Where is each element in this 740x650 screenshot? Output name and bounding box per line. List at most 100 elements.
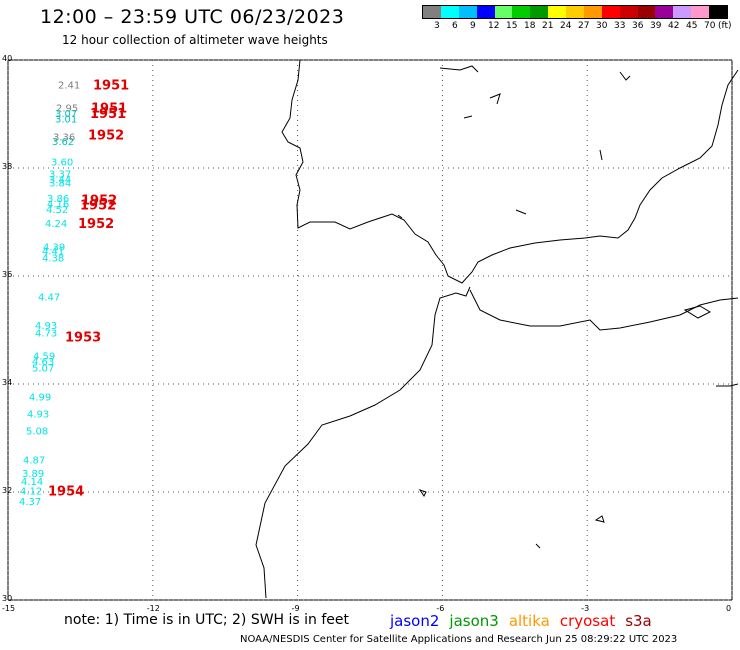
legend-label: 45 (686, 21, 698, 31)
swh-value: 3.07 (55, 109, 77, 120)
swh-value: 4.38 (42, 254, 64, 265)
swh-value: 4.63 (32, 357, 54, 368)
swh-value: 3.37 (49, 169, 71, 180)
satellite-altika: altika (508, 612, 550, 630)
legend-swatch (566, 6, 584, 18)
legend-swatch (548, 6, 566, 18)
longitude-label: -9 (292, 604, 300, 613)
legend-label: 36 (632, 21, 644, 31)
island-a (489, 93, 501, 105)
pass-time: 1951 (93, 78, 129, 93)
swh-value: 3.86 (47, 194, 69, 205)
map-grid (7, 59, 733, 601)
island-i (594, 515, 605, 523)
legend-swatch (637, 6, 656, 18)
latitude-label: 32 (2, 486, 12, 495)
legend-label: 6 (452, 21, 458, 31)
swh-value: 3.84 (49, 179, 71, 190)
island-d (619, 71, 631, 81)
legend-label: (ft) (718, 21, 732, 31)
swh-value: 5.07 (32, 363, 54, 374)
swh-value: 4.59 (33, 351, 55, 362)
island-k (418, 489, 427, 497)
legend-label: 9 (470, 21, 476, 31)
longitude-label: -3 (581, 604, 589, 613)
swh-value: 5.08 (26, 426, 48, 437)
pass-time: 1954 (48, 484, 84, 499)
legend-swatch (476, 6, 495, 18)
island-h (716, 383, 739, 387)
satellite-jason3: jason3 (449, 612, 499, 630)
pass-time: 1951 (91, 102, 127, 117)
legend-label: 18 (524, 21, 536, 31)
latitude-label: 36 (2, 270, 12, 279)
swh-value: 4.16 (47, 200, 69, 211)
swh-value: 4.93 (35, 321, 57, 332)
legend-label: 39 (650, 21, 662, 31)
island-g (397, 214, 403, 219)
mediterranean-africa-coastline (469, 289, 739, 331)
latitude-label: 34 (2, 378, 12, 387)
swh-value: 3.60 (51, 158, 73, 169)
footer-credit: NOAA/NESDIS Center for Satellite Applica… (240, 634, 678, 645)
swh-value: 2.95 (56, 104, 78, 115)
wave-height-color-legend (422, 5, 728, 19)
map-subtitle: 12 hour collection of altimeter wave hei… (62, 33, 328, 47)
satellite-key: jason2 jason3 altika cryosat s3a (390, 612, 662, 630)
legend-label: 12 (488, 21, 500, 31)
legend-swatch (601, 6, 620, 18)
balearic-island (683, 305, 712, 319)
pass-time: 1952 (78, 217, 114, 232)
swh-value: 4.99 (29, 392, 51, 403)
swh-value: 4.93 (27, 410, 49, 421)
swh-value: 4.41 (42, 247, 64, 258)
africa-north-coastline (255, 286, 471, 599)
legend-label: 27 (578, 21, 590, 31)
latitude-labels: 40 38 36 34 32 30 (2, 54, 12, 603)
coastline (255, 59, 739, 599)
pass-time: 1953 (65, 330, 101, 345)
legend-swatch (619, 6, 638, 18)
legend-swatch (655, 6, 674, 18)
island-f (515, 209, 527, 215)
swh-value: 4.37 (19, 497, 41, 508)
longitude-label: -12 (147, 604, 160, 613)
iberia-coastline (281, 59, 739, 284)
longitude-label: -6 (436, 604, 444, 613)
island-e (599, 149, 603, 161)
legend-swatch (458, 6, 477, 18)
swh-value: 2.41 (58, 80, 80, 91)
island-j (535, 543, 541, 549)
legend-label: 3 (434, 21, 440, 31)
swh-value: 4.52 (46, 205, 68, 216)
pass-time: 1951 (90, 107, 126, 122)
legend-swatch (583, 6, 602, 18)
note-text: note: 1) Time is in UTC; 2) SWH is in fe… (64, 612, 350, 628)
legend-swatch (512, 6, 531, 18)
swh-value: 4.39 (43, 242, 65, 253)
swh-value: 4.24 (45, 219, 67, 230)
legend-label: 30 (596, 21, 608, 31)
swh-value: 4.12 (20, 486, 42, 497)
legend-swatch (530, 6, 549, 18)
swh-readings: 2.41 2.953.073.01 3.363.62 3.603.373.443.84… (19, 80, 80, 508)
swh-value: 3.44 (49, 175, 71, 186)
longitude-label: -15 (2, 604, 15, 613)
satellite-s3a: s3a (625, 612, 652, 630)
legend-swatch (691, 6, 709, 18)
pass-time: 1952 (88, 129, 124, 144)
legend-label: 24 (560, 21, 572, 31)
satellite-cryosat: cryosat (559, 612, 616, 630)
island-b (463, 115, 473, 119)
legend-swatch (709, 6, 727, 18)
satellite-jason2: jason2 (390, 612, 440, 630)
swh-value: 4.14 (21, 477, 43, 488)
legend-label: 15 (506, 21, 518, 31)
legend-swatch (440, 6, 459, 18)
longitude-labels: -15 -12 -9 -6 -3 0 (2, 604, 731, 613)
swh-value: 3.62 (52, 137, 74, 148)
legend-swatch (673, 6, 692, 18)
legend-swatch (494, 6, 513, 18)
